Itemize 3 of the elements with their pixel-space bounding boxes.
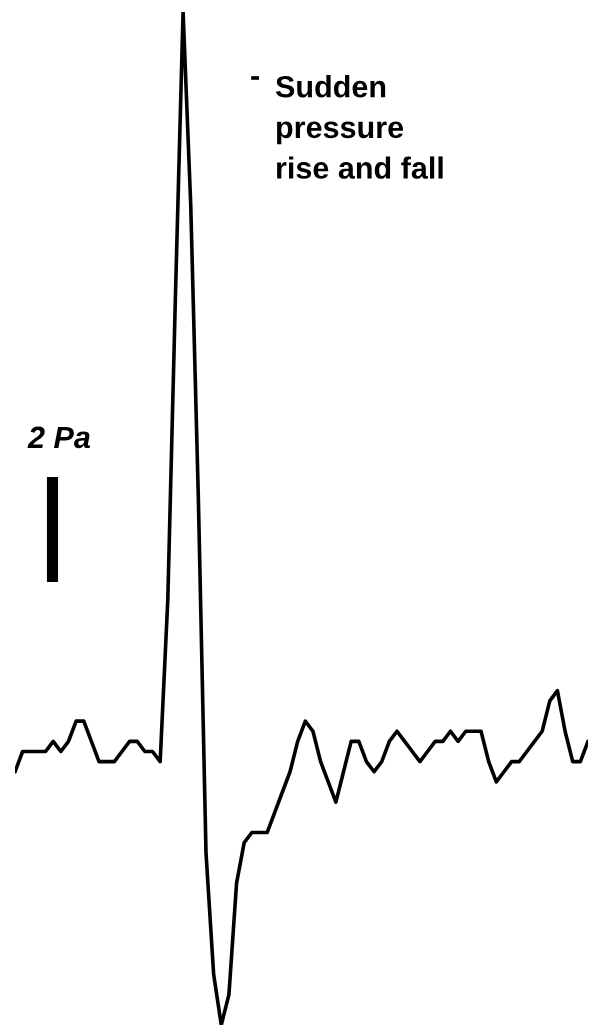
annotation: Sudden pressure rise and fall: [275, 75, 443, 179]
annotation: 2 Pa: [27, 426, 90, 449]
annotation: -: [251, 76, 259, 80]
